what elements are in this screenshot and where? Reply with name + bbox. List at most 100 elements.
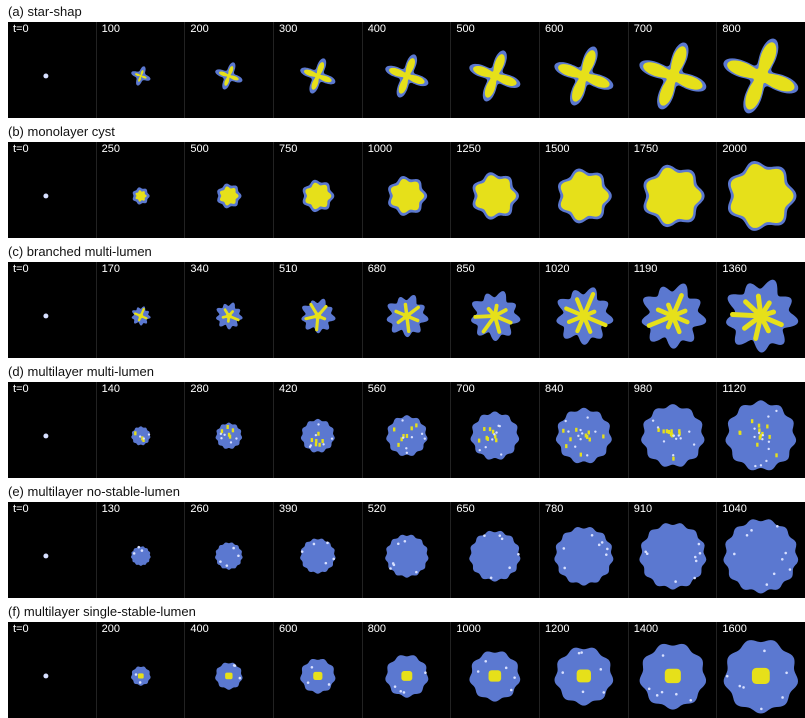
- time-frame: 650: [451, 502, 540, 598]
- simulation-snapshot: [451, 622, 539, 718]
- simulation-snapshot: [8, 622, 96, 718]
- simulation-snapshot: [717, 142, 805, 238]
- time-label: 800: [368, 623, 386, 635]
- time-frame: t=0: [8, 382, 97, 478]
- time-frame: 100: [97, 22, 186, 118]
- simulation-snapshot: [629, 382, 717, 478]
- simulation-snapshot: [185, 22, 273, 118]
- simulation-snapshot: [185, 382, 273, 478]
- time-frame: 1040: [717, 502, 805, 598]
- time-frame: 400: [363, 22, 452, 118]
- simulation-snapshot: [540, 22, 628, 118]
- simulation-snapshot: [629, 22, 717, 118]
- simulation-snapshot: [451, 22, 539, 118]
- time-label: 800: [722, 23, 740, 35]
- time-frame: 420: [274, 382, 363, 478]
- simulation-snapshot: [363, 262, 451, 358]
- time-frame: 400: [185, 622, 274, 718]
- time-label: 1500: [545, 143, 569, 155]
- time-frame: 1200: [540, 622, 629, 718]
- time-label: 500: [456, 23, 474, 35]
- time-frame: 1600: [717, 622, 805, 718]
- time-frame: t=0: [8, 22, 97, 118]
- time-label: 340: [190, 263, 208, 275]
- time-label: 1360: [722, 263, 746, 275]
- time-frame: 1190: [629, 262, 718, 358]
- simulation-snapshot: [540, 142, 628, 238]
- simulation-snapshot: [274, 382, 362, 478]
- simulation-snapshot: [97, 382, 185, 478]
- time-frame: 1360: [717, 262, 805, 358]
- time-frame: 130: [97, 502, 186, 598]
- time-frame: 340: [185, 262, 274, 358]
- simulation-snapshot: [629, 622, 717, 718]
- time-label: 1120: [722, 383, 746, 395]
- simulation-snapshot: [274, 502, 362, 598]
- simulation-snapshot: [629, 502, 717, 598]
- simulation-snapshot: [363, 142, 451, 238]
- time-frame: 600: [540, 22, 629, 118]
- time-frame: 500: [185, 142, 274, 238]
- simulation-snapshot: [629, 262, 717, 358]
- time-label: 600: [545, 23, 563, 35]
- time-frame: t=0: [8, 622, 97, 718]
- time-label: 520: [368, 503, 386, 515]
- time-frame: 840: [540, 382, 629, 478]
- simulation-snapshot: [185, 262, 273, 358]
- time-label: t=0: [13, 503, 29, 515]
- simulation-snapshot: [540, 382, 628, 478]
- time-frame: 140: [97, 382, 186, 478]
- time-label: 390: [279, 503, 297, 515]
- time-frame: 1000: [363, 142, 452, 238]
- time-frame: 680: [363, 262, 452, 358]
- simulation-snapshot: [185, 502, 273, 598]
- panel-title: (b) monolayer cyst: [8, 124, 115, 140]
- panel-title: (e) multilayer no-stable-lumen: [8, 484, 180, 500]
- simulation-snapshot: [274, 262, 362, 358]
- panel-title: (d) multilayer multi-lumen: [8, 364, 154, 380]
- time-frame: 200: [185, 22, 274, 118]
- simulation-snapshot: [8, 22, 96, 118]
- time-label: 850: [456, 263, 474, 275]
- simulation-snapshot: [451, 262, 539, 358]
- simulation-snapshot: [97, 22, 185, 118]
- panel-multi: (d) multilayer multi-lumen t=0 140 280 420 56…: [0, 364, 805, 478]
- simulation-snapshot: [274, 142, 362, 238]
- time-label: t=0: [13, 263, 29, 275]
- time-frame: 980: [629, 382, 718, 478]
- simulation-snapshot: [274, 622, 362, 718]
- simulation-snapshot: [363, 502, 451, 598]
- time-frame: 300: [274, 22, 363, 118]
- simulation-snapshot: [717, 622, 805, 718]
- simulation-snapshot: [97, 262, 185, 358]
- time-frame: 1020: [540, 262, 629, 358]
- simulation-snapshot: [97, 142, 185, 238]
- time-label: 280: [190, 383, 208, 395]
- time-frame: 250: [97, 142, 186, 238]
- simulation-snapshot: [8, 142, 96, 238]
- time-label: 750: [279, 143, 297, 155]
- time-label: 140: [102, 383, 120, 395]
- time-label: t=0: [13, 623, 29, 635]
- time-frame: 910: [629, 502, 718, 598]
- time-label: 1600: [722, 623, 746, 635]
- time-frame: t=0: [8, 262, 97, 358]
- simulation-snapshot: [363, 22, 451, 118]
- simulation-snapshot: [8, 262, 96, 358]
- simulation-snapshot: [185, 622, 273, 718]
- time-label: 200: [102, 623, 120, 635]
- simulation-snapshot: [185, 142, 273, 238]
- time-label: 840: [545, 383, 563, 395]
- time-label: 560: [368, 383, 386, 395]
- time-label: 170: [102, 263, 120, 275]
- time-frame: 500: [451, 22, 540, 118]
- simulation-snapshot: [451, 502, 539, 598]
- simulation-snapshot: [540, 622, 628, 718]
- time-frame: 1000: [451, 622, 540, 718]
- time-frame: 850: [451, 262, 540, 358]
